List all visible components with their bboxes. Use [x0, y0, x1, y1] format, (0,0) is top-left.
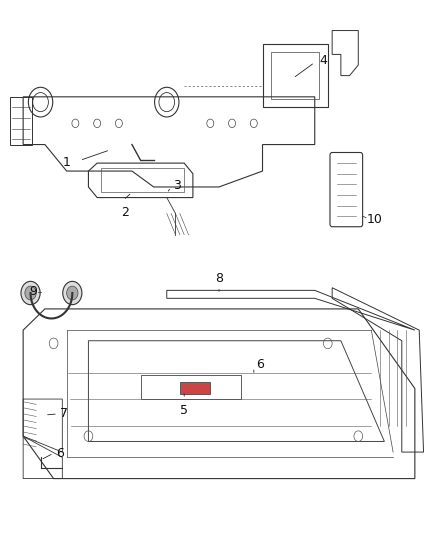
Text: 5: 5 [180, 405, 188, 417]
Circle shape [25, 286, 36, 300]
Circle shape [63, 281, 82, 305]
Text: 2: 2 [121, 206, 129, 219]
Text: 7: 7 [60, 407, 68, 421]
Text: 4: 4 [319, 54, 327, 67]
Bar [180, 382, 210, 394]
Circle shape [21, 281, 40, 305]
Text: 3: 3 [173, 179, 181, 192]
Text: 10: 10 [367, 213, 383, 227]
Circle shape [67, 286, 78, 300]
Text: 6: 6 [256, 358, 264, 371]
Text: 6: 6 [56, 447, 64, 459]
Text: 1: 1 [63, 156, 71, 168]
Text: 9: 9 [30, 286, 38, 298]
Text: 8: 8 [215, 271, 223, 285]
